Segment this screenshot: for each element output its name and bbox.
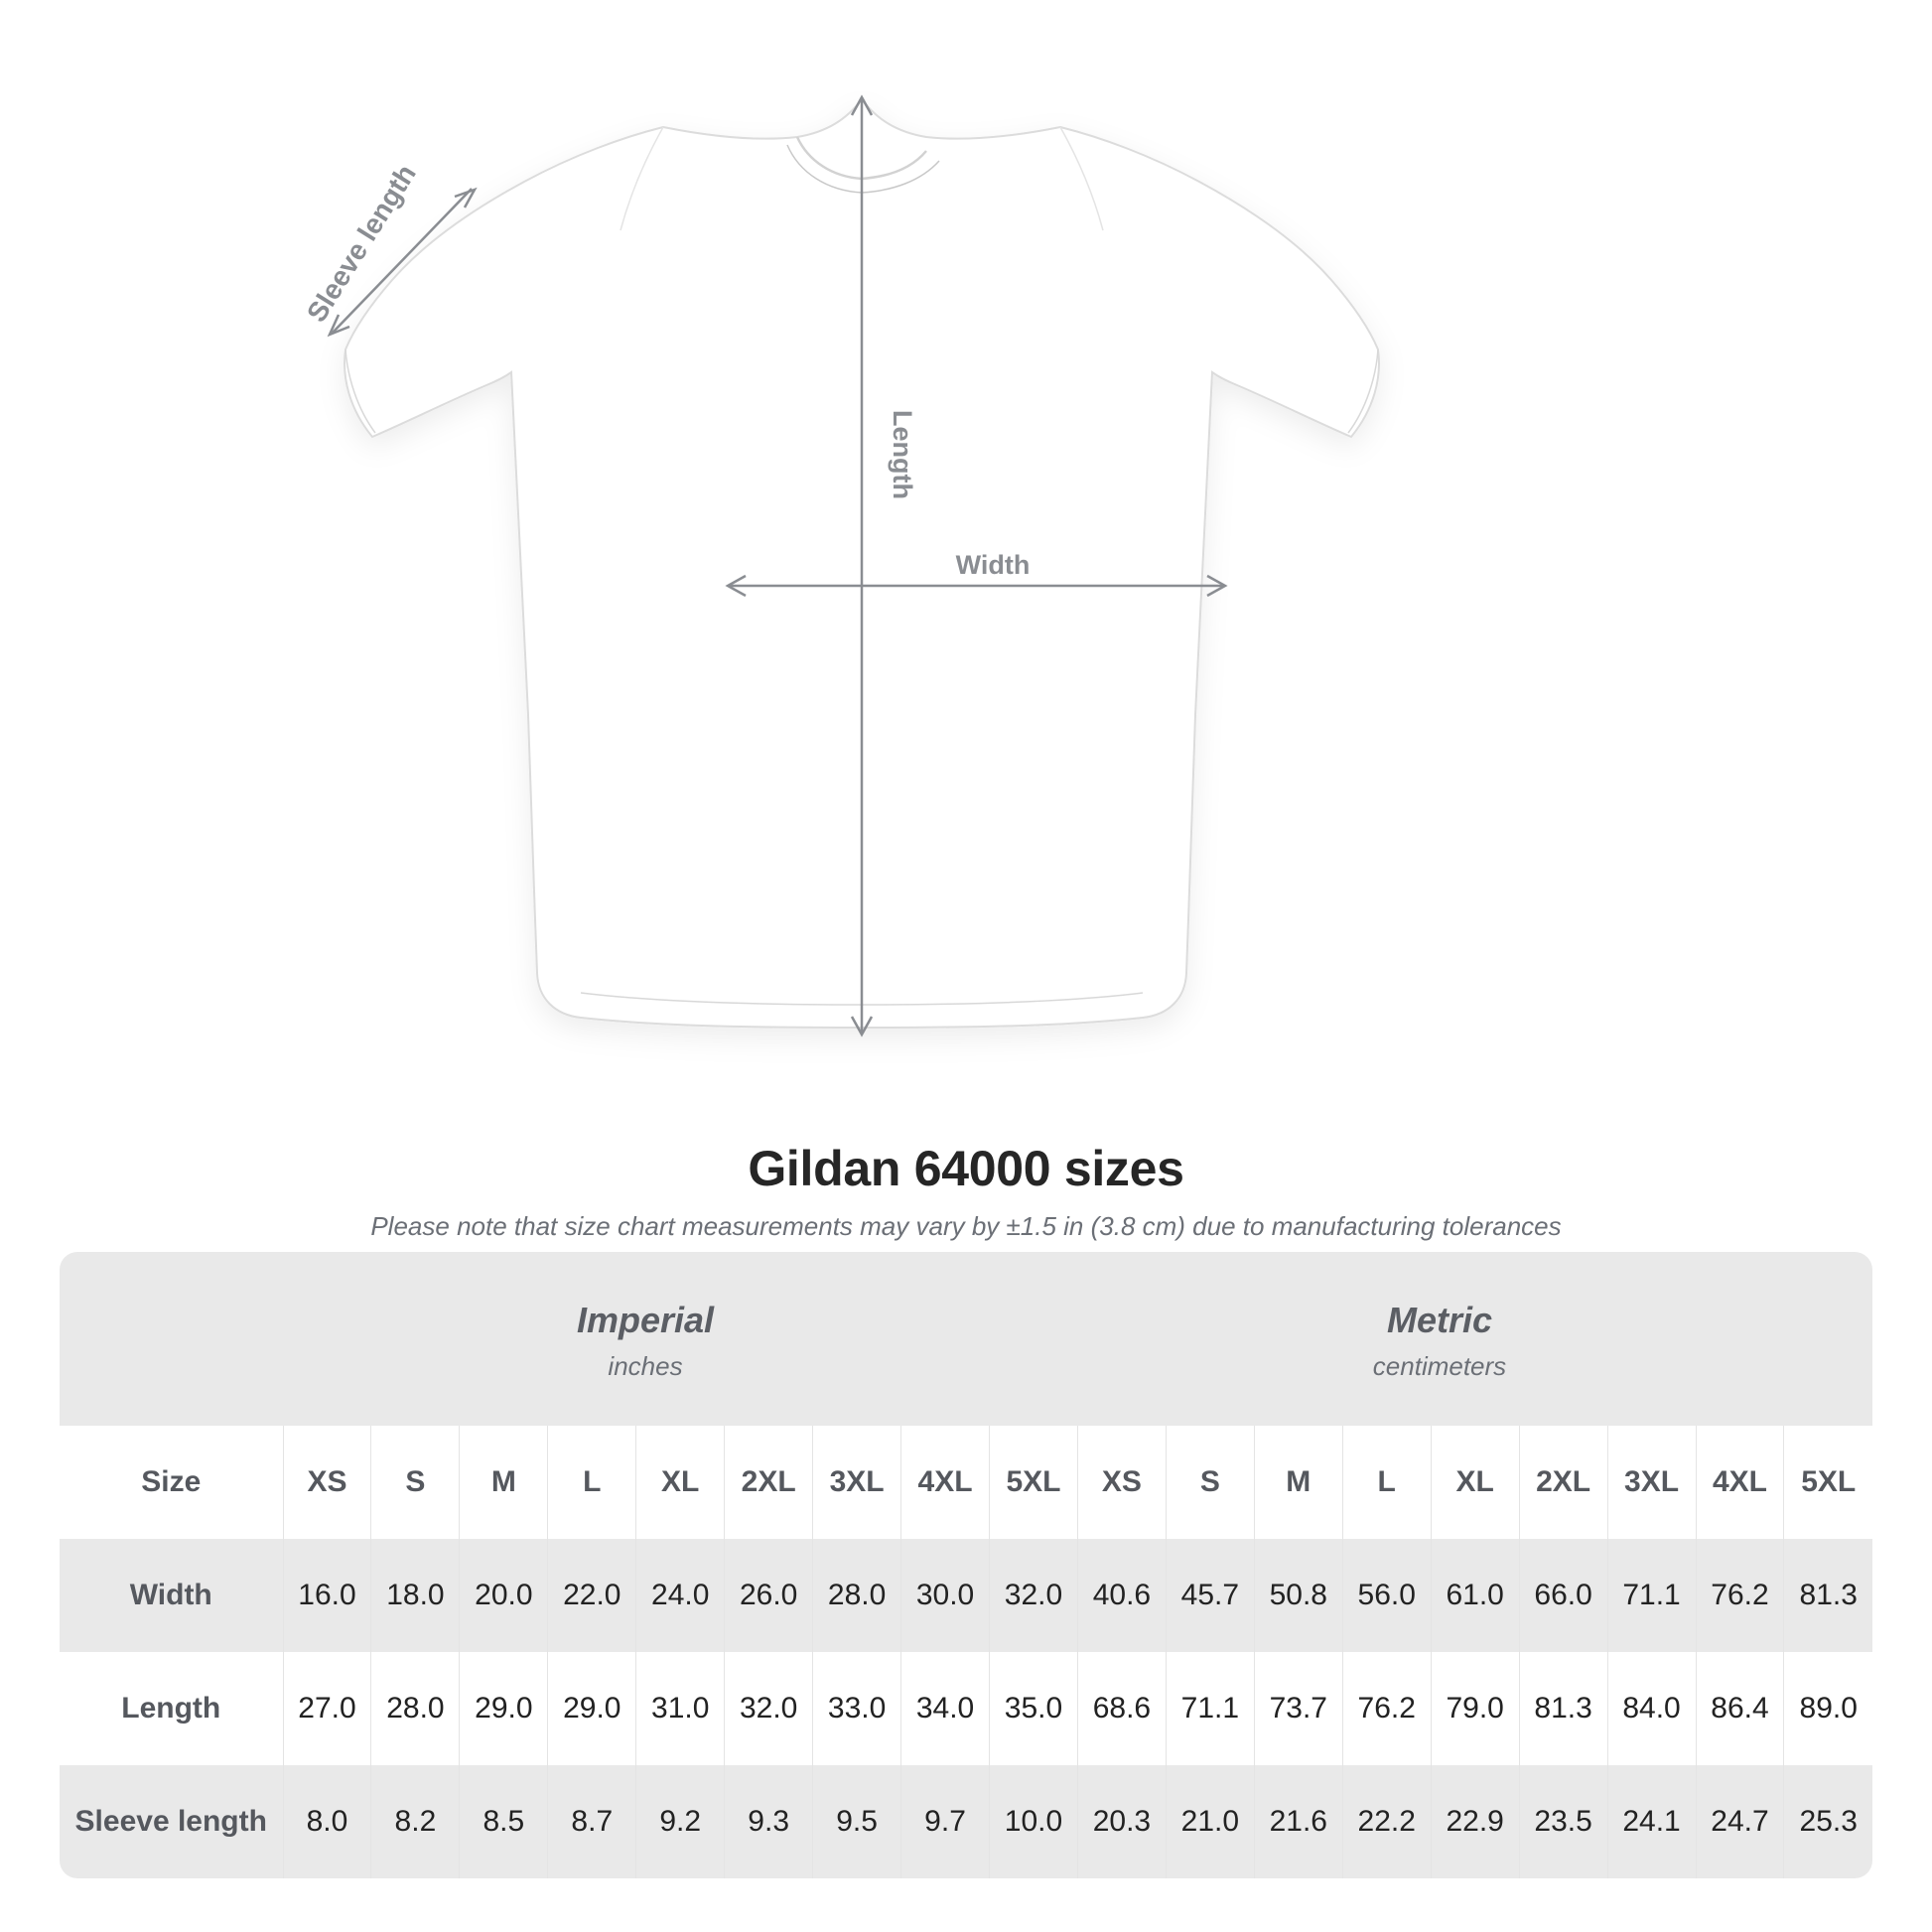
svg-text:Width: Width [956,550,1031,580]
svg-text:Length: Length [888,410,917,499]
